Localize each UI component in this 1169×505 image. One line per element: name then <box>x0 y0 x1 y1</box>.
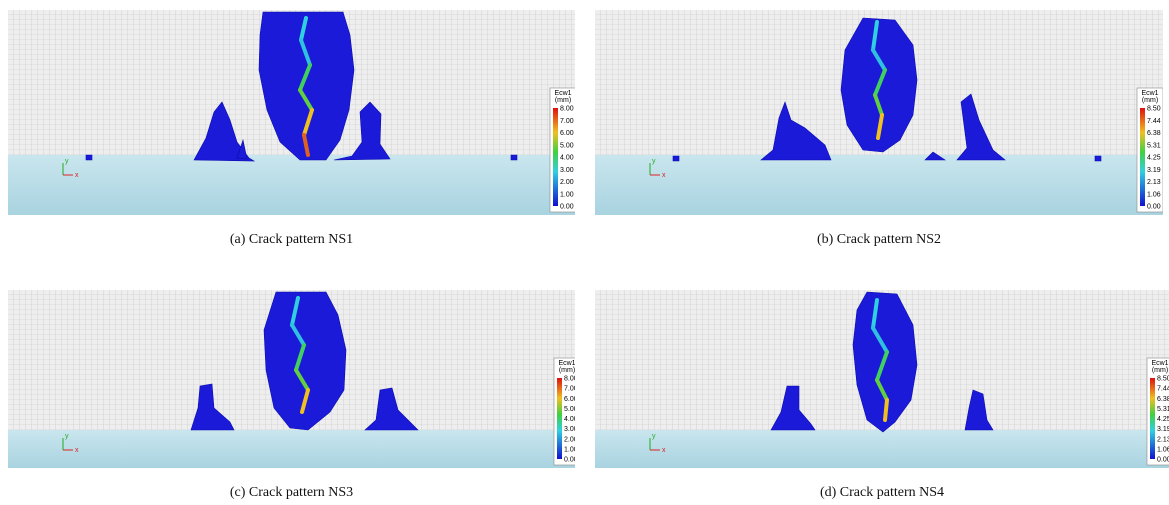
legend-label: 2.00 <box>560 179 574 186</box>
panel-view: yx Ecw1(mm) 8.50 7.44 6.38 5.31 4.25 3.19 2.13 1.… <box>595 290 1169 468</box>
legend-label: 3.00 <box>564 426 575 433</box>
color-bar <box>1140 108 1145 206</box>
legend-label: 1.06 <box>1157 446 1169 453</box>
legend-label: 0.00 <box>560 204 574 211</box>
legend-label: 1.06 <box>1147 191 1161 198</box>
legend-unit: (mm) <box>1142 97 1158 104</box>
legend-title: Ecw1 <box>558 360 575 367</box>
legend-label: 5.00 <box>560 142 574 149</box>
caption: (a) Crack pattern NS1 <box>2 232 582 248</box>
legend-label: 1.00 <box>564 446 575 453</box>
axis-y-label: y <box>652 433 656 440</box>
axis-y-label: y <box>652 158 656 165</box>
crack-zone <box>673 156 679 161</box>
legend-label: 5.00 <box>564 406 575 413</box>
legend-unit: (mm) <box>559 367 575 374</box>
fe-panel: yx Ecw1(mm) 8.00 7.00 6.00 5.00 4.00 3.00 2.00 1.… <box>8 290 575 468</box>
legend-label: 4.25 <box>1157 416 1169 423</box>
legend-label: 7.00 <box>560 118 574 125</box>
color-bar <box>1150 378 1155 459</box>
legend-title: Ecw1 <box>554 90 571 97</box>
floor <box>595 430 1169 468</box>
legend-unit: (mm) <box>1152 367 1168 374</box>
legend-label: 8.50 <box>1157 376 1169 383</box>
legend-label: 1.00 <box>560 191 574 198</box>
legend-label: 6.00 <box>564 396 575 403</box>
legend-label: 2.13 <box>1157 436 1169 443</box>
panel-view: yx Ecw1(mm) 8.00 7.00 6.00 5.00 4.00 3.00 2.00 1.… <box>8 290 575 468</box>
color-bar <box>557 378 562 459</box>
legend-label: 2.13 <box>1147 179 1161 186</box>
axis-x-label: x <box>75 447 79 454</box>
caption: (d) Crack pattern NS4 <box>592 485 1169 501</box>
crack-zone <box>511 155 517 160</box>
axis-y-label: y <box>65 433 69 440</box>
crack-line <box>885 400 887 420</box>
caption: (c) Crack pattern NS3 <box>2 485 582 501</box>
legend-label: 6.38 <box>1157 396 1169 403</box>
legend-label: 6.38 <box>1147 130 1161 137</box>
panel-view: yx Ecw1(mm) 8.50 7.44 6.38 5.31 4.25 3.19 2.13 1.… <box>595 10 1163 215</box>
crack-zone <box>1095 156 1101 161</box>
legend-label: 4.00 <box>560 155 574 162</box>
legend-label: 7.44 <box>1147 118 1161 125</box>
legend-title: Ecw1 <box>1151 360 1168 367</box>
legend-label: 3.19 <box>1157 426 1169 433</box>
legend-label: 8.50 <box>1147 106 1161 113</box>
legend-label: 7.44 <box>1157 386 1169 393</box>
legend-unit: (mm) <box>555 97 571 104</box>
color-bar <box>553 108 558 206</box>
axis-x-label: x <box>662 447 666 454</box>
caption: (b) Crack pattern NS2 <box>589 232 1169 248</box>
axis-y-label: y <box>65 158 69 165</box>
floor <box>8 155 575 215</box>
legend-label: 5.31 <box>1147 142 1161 149</box>
legend-label: 3.00 <box>560 167 574 174</box>
legend-label: 0.00 <box>1147 204 1161 211</box>
legend-label: 5.31 <box>1157 406 1169 413</box>
legend-label: 6.00 <box>560 130 574 137</box>
legend-label: 8.00 <box>560 106 574 113</box>
legend-title: Ecw1 <box>1141 90 1158 97</box>
crack-zone <box>86 155 92 160</box>
legend-label: 7.00 <box>564 386 575 393</box>
legend-label: 8.00 <box>564 376 575 383</box>
legend-label: 4.25 <box>1147 155 1161 162</box>
axis-x-label: x <box>75 172 79 179</box>
axis-x-label: x <box>662 172 666 179</box>
floor <box>595 155 1163 215</box>
legend-label: 2.00 <box>564 436 575 443</box>
figure: yxEcw1(mm)8.007.006.005.004.003.002.001.… <box>0 0 1169 505</box>
legend-label: 0.00 <box>1157 457 1169 464</box>
legend-label: 0.00 <box>564 457 575 464</box>
floor <box>8 430 575 468</box>
legend-label: 4.00 <box>564 416 575 423</box>
panel-view: yx Ecw1(mm) 8.00 7.00 6.00 5.00 4.00 3.00 2.00 1.… <box>8 10 575 215</box>
legend-label: 3.19 <box>1147 167 1161 174</box>
